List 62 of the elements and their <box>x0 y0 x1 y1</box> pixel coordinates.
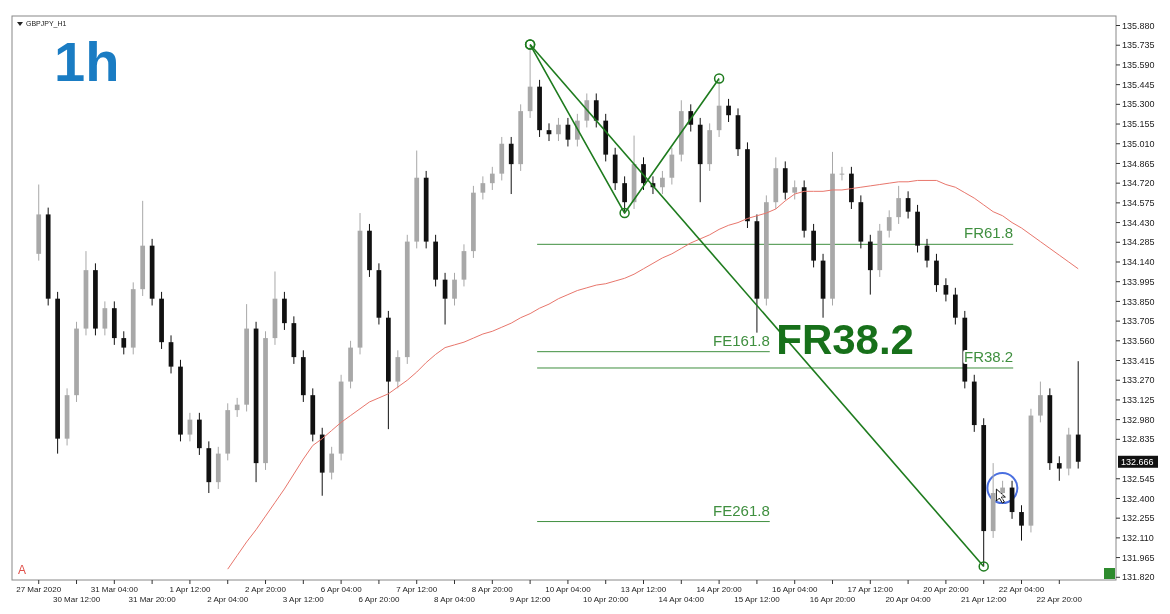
x-tick-label: 22 Apr 20:00 <box>1036 595 1083 604</box>
x-tick-label: 22 Apr 04:00 <box>998 585 1045 594</box>
x-tick-label: 3 Apr 12:00 <box>282 595 325 604</box>
y-tick-label: 133.125 <box>1122 395 1155 406</box>
x-tick-label: 27 Mar 2020 <box>16 585 62 594</box>
y-tick-label: 133.560 <box>1122 335 1155 346</box>
y-tick-label: 131.820 <box>1122 572 1155 583</box>
y-tick-label: 135.735 <box>1122 40 1155 51</box>
x-tick-label: 2 Apr 20:00 <box>245 585 287 594</box>
x-tick-label: 2 Apr 04:00 <box>207 595 249 604</box>
x-tick-label: 8 Apr 20:00 <box>471 585 514 594</box>
x-tick-label: 6 Apr 04:00 <box>320 585 363 594</box>
y-tick-label: 135.445 <box>1122 79 1155 90</box>
x-tick-label: 20 Apr 20:00 <box>923 585 970 594</box>
x-tick-label: 10 Apr 20:00 <box>583 595 629 604</box>
x-tick-label: 30 Mar 12:00 <box>52 595 101 604</box>
x-tick-label: 9 Apr 12:00 <box>509 595 552 604</box>
x-tick-label: 10 Apr 04:00 <box>545 585 592 594</box>
x-tick-label: 31 Mar 04:00 <box>90 585 139 594</box>
ref-line-label: FE161.8 <box>713 331 770 349</box>
y-tick-label: 134.720 <box>1122 178 1155 189</box>
y-tick-label: 132.835 <box>1122 434 1155 445</box>
chart-title: 1h <box>54 30 120 93</box>
y-tick-label: 132.255 <box>1122 513 1155 524</box>
x-tick-label: 16 Apr 20:00 <box>809 595 856 604</box>
y-tick-label: 133.995 <box>1122 276 1155 287</box>
text: 132.666 <box>1121 456 1154 467</box>
y-tick-label: 134.430 <box>1122 217 1155 228</box>
x-tick-label: 17 Apr 12:00 <box>847 585 894 594</box>
x-tick-label: 20 Apr 04:00 <box>885 595 932 604</box>
y-tick-label: 133.270 <box>1122 375 1155 386</box>
y-tick-label: 135.880 <box>1122 20 1155 31</box>
x-tick-label: 13 Apr 12:00 <box>620 585 667 594</box>
x-tick-label: 8 Apr 04:00 <box>434 595 476 604</box>
y-tick-label: 132.400 <box>1122 493 1155 504</box>
y-tick-label: 135.010 <box>1122 138 1155 149</box>
y-tick-label: 133.850 <box>1122 296 1155 307</box>
y-tick-label: 131.965 <box>1122 552 1155 563</box>
ref-line-label: FR61.8 <box>964 224 1014 242</box>
y-tick-label: 133.415 <box>1122 355 1155 366</box>
x-tick-label: 15 Apr 12:00 <box>734 595 781 604</box>
y-tick-label: 135.155 <box>1122 119 1155 130</box>
x-tick-label: 31 Mar 20:00 <box>128 595 177 604</box>
y-tick-label: 135.300 <box>1122 99 1155 110</box>
y-tick-label: 133.705 <box>1122 316 1155 327</box>
y-tick-label: 134.285 <box>1122 237 1155 248</box>
x-tick-label: 16 Apr 04:00 <box>772 585 818 594</box>
y-tick-label: 132.545 <box>1122 473 1155 484</box>
y-tick-label: 134.865 <box>1122 158 1155 169</box>
x-tick-label: 6 Apr 20:00 <box>358 595 400 604</box>
y-tick-label: 132.110 <box>1122 533 1154 544</box>
ref-line-label: FE261.8 <box>713 501 770 519</box>
x-tick-label: 7 Apr 12:00 <box>396 585 438 594</box>
y-tick-label: 135.590 <box>1122 60 1155 71</box>
x-tick-label: 1 Apr 12:00 <box>169 585 211 594</box>
x-tick-label: 21 Apr 12:00 <box>961 595 1007 604</box>
text: A <box>18 563 27 577</box>
y-tick-label: 132.980 <box>1122 414 1155 425</box>
x-tick-label: 14 Apr 20:00 <box>696 585 743 594</box>
x-tick-label: 14 Apr 04:00 <box>658 595 705 604</box>
y-tick-label: 134.575 <box>1122 198 1155 209</box>
y-tick-label: 134.140 <box>1122 257 1155 268</box>
